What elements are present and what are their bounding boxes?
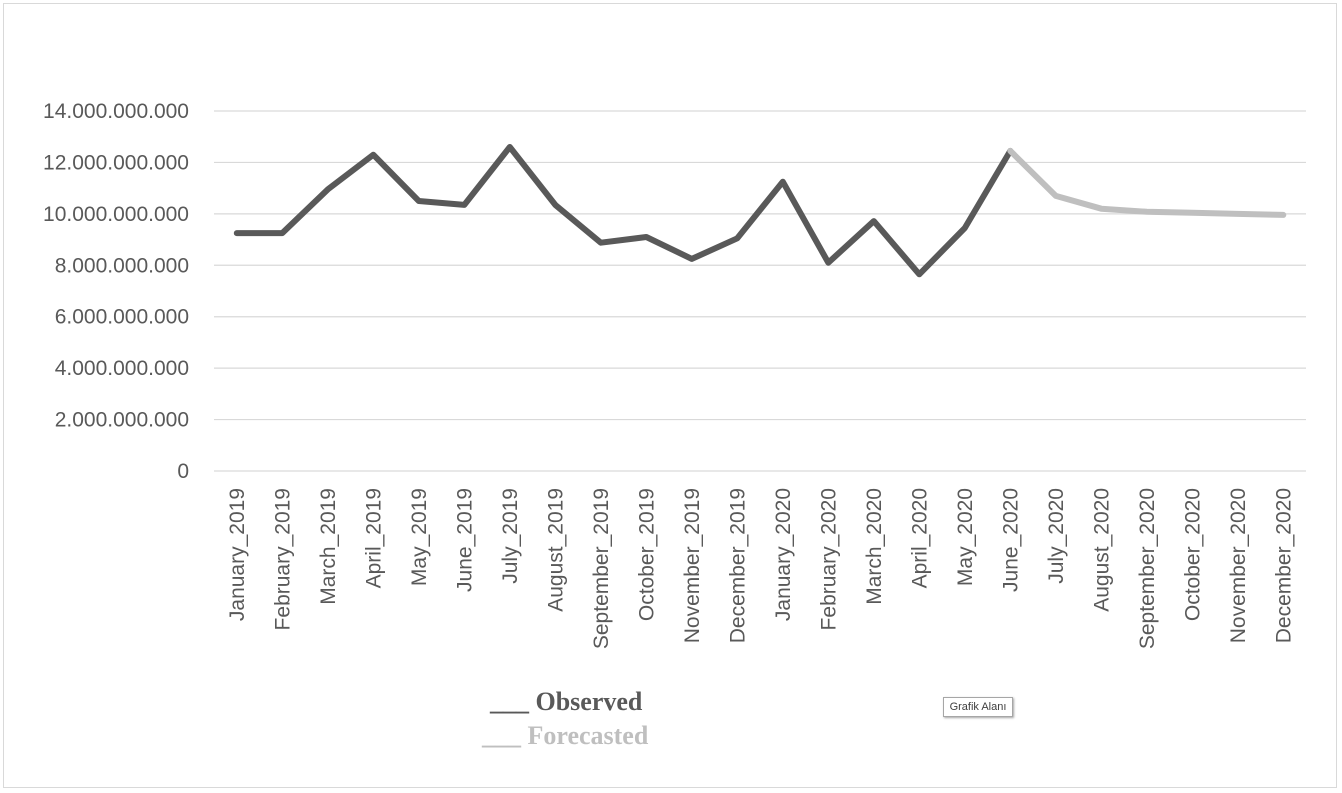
chart-area-tooltip: Grafik Alanı bbox=[943, 697, 1013, 717]
x-tick-label: June_2020 bbox=[999, 488, 1022, 592]
y-axis-ticks: 0 2.000.000.000 4.000.000.000 6.000.000.000… bbox=[43, 100, 189, 483]
x-tick-label: July_2020 bbox=[1045, 488, 1068, 584]
x-axis-ticks: January_2019 February_2019 March_2019 April… bbox=[226, 488, 1296, 649]
y-tick-label: 12.000.000.000 bbox=[43, 151, 189, 174]
x-tick-label: March_2019 bbox=[317, 488, 340, 605]
x-tick-label: April_2020 bbox=[908, 488, 931, 588]
series-line-forecasted bbox=[1007, 147, 1287, 218]
series-line-observed bbox=[233, 144, 1014, 278]
y-tick-label: 8.000.000.000 bbox=[55, 254, 189, 277]
x-tick-label: January_2019 bbox=[226, 488, 249, 621]
gridlines bbox=[214, 110, 1306, 472]
x-tick-label: October_2019 bbox=[635, 488, 658, 621]
x-tick-label: January_2020 bbox=[772, 488, 795, 621]
series-lines bbox=[233, 144, 1287, 278]
legend-observed: ___ Observed bbox=[490, 687, 643, 716]
x-tick-label: March_2020 bbox=[863, 488, 886, 605]
x-tick-label: November_2020 bbox=[1227, 488, 1250, 643]
x-tick-label: February_2020 bbox=[817, 488, 840, 630]
x-tick-label: July_2019 bbox=[499, 488, 522, 584]
y-tick-label: 14.000.000.000 bbox=[43, 100, 189, 123]
x-tick-label: December_2020 bbox=[1272, 488, 1295, 643]
x-tick-label: June_2019 bbox=[453, 488, 476, 592]
y-tick-label: 6.000.000.000 bbox=[55, 306, 189, 329]
x-tick-label: October_2020 bbox=[1181, 488, 1204, 621]
x-tick-label: November_2019 bbox=[681, 488, 704, 643]
x-tick-label: September_2019 bbox=[590, 488, 613, 649]
x-tick-label: May_2019 bbox=[408, 488, 431, 586]
legend-forecasted: ___ Forecasted bbox=[482, 721, 649, 750]
x-tick-label: February_2019 bbox=[271, 488, 294, 630]
x-tick-label: August_2020 bbox=[1090, 488, 1113, 612]
y-tick-label: 0 bbox=[177, 460, 189, 483]
x-tick-label: September_2020 bbox=[1136, 488, 1159, 649]
x-tick-label: August_2019 bbox=[544, 488, 567, 612]
x-tick-label: May_2020 bbox=[954, 488, 977, 586]
x-tick-label: December_2019 bbox=[726, 488, 749, 643]
y-tick-label: 2.000.000.000 bbox=[55, 409, 189, 432]
chart-area[interactable] bbox=[3, 3, 1337, 788]
y-tick-label: 10.000.000.000 bbox=[43, 203, 189, 226]
y-tick-label: 4.000.000.000 bbox=[55, 357, 189, 380]
x-tick-label: April_2019 bbox=[362, 488, 385, 588]
